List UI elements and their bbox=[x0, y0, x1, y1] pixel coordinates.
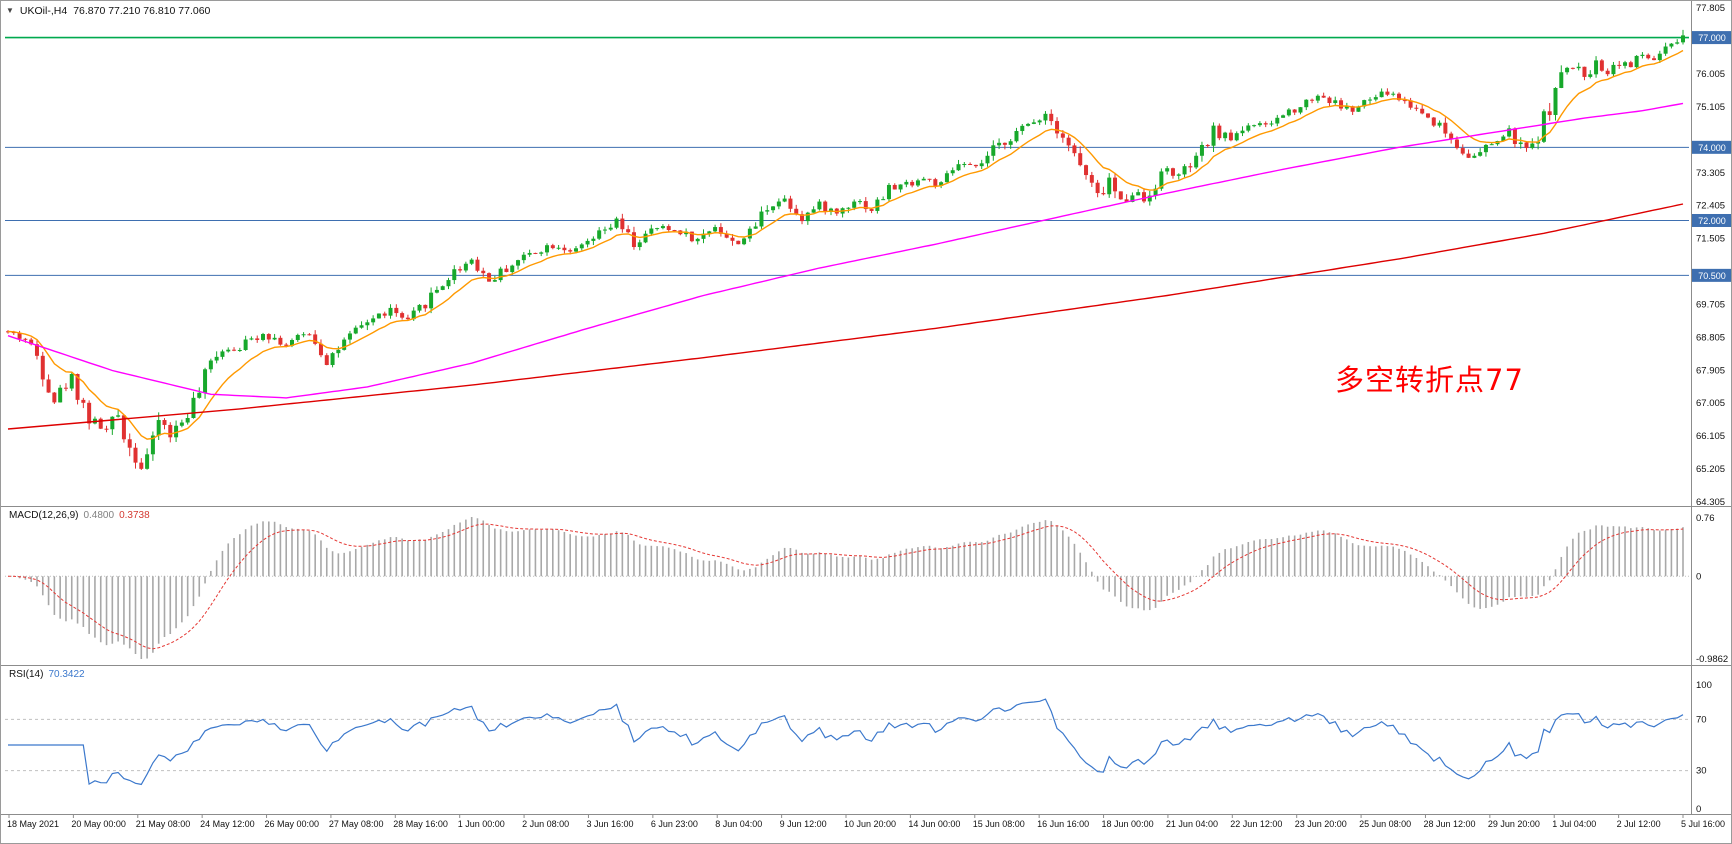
time-axis-label: 3 Jun 16:00 bbox=[586, 819, 633, 829]
time-axis-label: 20 May 00:00 bbox=[71, 819, 126, 829]
price-axis-tick: 67.905 bbox=[1696, 365, 1725, 376]
chart-annotation: 多空转折点77 bbox=[1335, 363, 1524, 397]
macd-signal-line bbox=[8, 523, 1684, 650]
price-axis-tick: 77.805 bbox=[1696, 3, 1725, 14]
time-axis-label: 2 Jun 08:00 bbox=[522, 819, 569, 829]
macd-name: MACD(12,26,9) bbox=[9, 510, 79, 521]
time-axis-label: 16 Jun 16:00 bbox=[1037, 819, 1089, 829]
level-lines-layer bbox=[5, 36, 1689, 276]
macd-main-value: 0.4800 bbox=[83, 510, 115, 521]
price-axis-tick: 68.805 bbox=[1696, 332, 1725, 343]
time-axis-label: 2 Jul 12:00 bbox=[1617, 819, 1661, 829]
macd-axis-zero: 0 bbox=[1696, 571, 1701, 582]
level-price-label: 70.500 bbox=[1698, 271, 1726, 281]
rsi-line bbox=[8, 698, 1684, 786]
price-axis-tick: 76.005 bbox=[1696, 69, 1725, 80]
ma-slow-red bbox=[7, 203, 1684, 430]
time-axis-label: 25 Jun 08:00 bbox=[1359, 819, 1411, 829]
time-axis-label: 1 Jul 04:00 bbox=[1552, 819, 1596, 829]
rsi-value: 70.3422 bbox=[48, 669, 85, 680]
macd-axis-max: 0.76 bbox=[1696, 513, 1715, 524]
price-axis-tick: 69.705 bbox=[1696, 299, 1725, 310]
time-axis-label: 1 Jun 00:00 bbox=[458, 819, 505, 829]
time-axis-label: 23 Jun 20:00 bbox=[1295, 819, 1347, 829]
price-axis-tick: 66.105 bbox=[1696, 431, 1725, 442]
price-axis-tick: 64.305 bbox=[1696, 497, 1725, 508]
time-axis-label: 18 Jun 00:00 bbox=[1102, 819, 1154, 829]
level-price-box bbox=[1692, 268, 1731, 282]
rsi-indicator-label: RSI(14) 70.3422 bbox=[9, 669, 90, 680]
time-axis-label: 22 Jun 12:00 bbox=[1230, 819, 1282, 829]
rsi-name: RSI(14) bbox=[9, 669, 44, 680]
rsi-axis-tick: 30 bbox=[1696, 766, 1707, 777]
time-axis-label: 18 May 2021 bbox=[7, 819, 59, 829]
time-axis[interactable]: 18 May 2021 20 May 00:00 21 May 08:00 24 Ma… bbox=[7, 814, 1725, 830]
candles-layer bbox=[6, 29, 1685, 470]
time-axis-label: 24 May 12:00 bbox=[200, 819, 255, 829]
time-axis-label: 6 Jun 23:00 bbox=[651, 819, 698, 829]
time-axis-label: 28 Jun 12:00 bbox=[1423, 819, 1475, 829]
time-axis-label: 28 May 16:00 bbox=[393, 819, 448, 829]
price-axis-tick: 72.405 bbox=[1696, 201, 1725, 212]
price-axis-tick: 67.005 bbox=[1696, 398, 1725, 409]
rsi-axis-tick: 0 bbox=[1696, 804, 1701, 815]
time-axis-label: 5 Jul 16:00 bbox=[1681, 819, 1725, 829]
time-axis-label: 8 Jun 04:00 bbox=[715, 819, 762, 829]
time-axis-label: 29 Jun 20:00 bbox=[1488, 819, 1540, 829]
rsi-axis-tick: 70 bbox=[1696, 714, 1707, 725]
time-axis-label: 21 Jun 04:00 bbox=[1166, 819, 1218, 829]
time-axis-label: 10 Jun 20:00 bbox=[844, 819, 896, 829]
price-axis-tick: 73.305 bbox=[1696, 168, 1725, 179]
ohlc-values-label: 76.870 77.210 76.810 77.060 bbox=[73, 5, 211, 17]
time-axis-label: 15 Jun 08:00 bbox=[973, 819, 1025, 829]
time-axis-label: 26 May 00:00 bbox=[265, 819, 320, 829]
time-axis-label: 9 Jun 12:00 bbox=[780, 819, 827, 829]
macd-indicator-label: MACD(12,26,9) 0.4800 0.3738 bbox=[9, 510, 155, 521]
level-price-box bbox=[1692, 213, 1731, 227]
price-axis-tick: 75.105 bbox=[1696, 102, 1725, 113]
time-axis-label: 21 May 08:00 bbox=[136, 819, 191, 829]
level-price-label: 77.000 bbox=[1698, 33, 1726, 43]
price-axis-tick: 71.505 bbox=[1696, 234, 1725, 245]
macd-histogram bbox=[12, 517, 1684, 659]
ma-fast-orange bbox=[7, 49, 1684, 440]
chart-menu-icon[interactable]: ▼ bbox=[6, 6, 14, 15]
time-axis-label: 27 May 08:00 bbox=[329, 819, 384, 829]
chart-header: ▼ UKOil-,H4 76.870 77.210 76.810 77.060 bbox=[6, 5, 210, 17]
level-price-label: 74.000 bbox=[1698, 143, 1726, 153]
macd-signal-value: 0.3738 bbox=[119, 510, 150, 521]
level-price-box bbox=[1692, 140, 1731, 154]
level-price-label: 72.000 bbox=[1698, 216, 1726, 226]
macd-axis-min: -0.9862 bbox=[1696, 654, 1728, 665]
price-axis-tick: 65.205 bbox=[1696, 464, 1725, 475]
rsi-axis-tick: 100 bbox=[1696, 680, 1712, 691]
symbol-timeframe-label: UKOil-,H4 bbox=[19, 5, 68, 17]
level-price-box bbox=[1692, 31, 1731, 45]
time-axis-label: 14 Jun 00:00 bbox=[908, 819, 960, 829]
ma-mid-magenta bbox=[7, 102, 1684, 399]
